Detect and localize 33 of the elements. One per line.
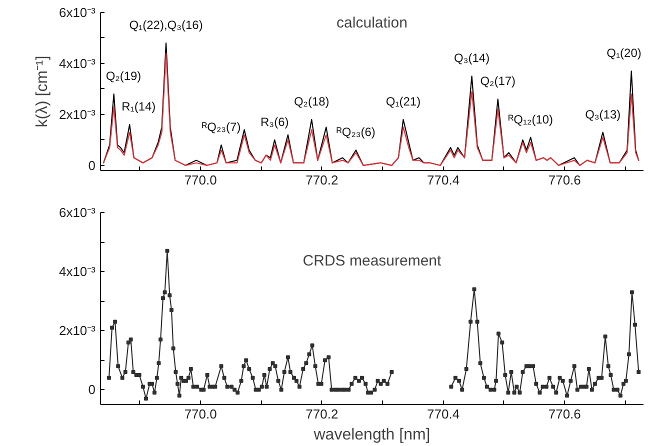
- annotation: Q₁(20): [606, 46, 642, 60]
- chart-title: calculation: [336, 14, 408, 32]
- annotation: Q₂(18): [294, 94, 330, 109]
- y-tick-label: 0: [88, 382, 96, 398]
- annotation: Q₂(19): [106, 69, 142, 84]
- x-tick-label: 770.0: [184, 406, 217, 422]
- annotation: Q₃(14): [454, 51, 490, 66]
- x-tick-label: 770.4: [427, 406, 460, 422]
- y-tick-label: 6x10⁻³: [58, 5, 96, 20]
- y-tick-label: 2x10⁻³: [58, 323, 96, 338]
- y-tick-label: 4x10⁻³: [58, 264, 96, 280]
- annotation: Q₁(22),Q₃(16): [129, 18, 203, 32]
- annotation: ᴿQ₂₃(6): [336, 125, 376, 140]
- x-tick-label: 770.2: [306, 406, 338, 422]
- x-tick-label: 770.0: [184, 172, 217, 188]
- annotation: Q₁(21): [386, 94, 421, 109]
- annotation: R₃(6): [260, 114, 289, 129]
- y-tick-label: 2x10⁻³: [58, 106, 96, 122]
- x-tick-label: 770.6: [548, 406, 581, 422]
- y-axis-title: k(λ) [cm⁻¹]: [34, 56, 51, 128]
- annotation: ᴿQ₂₃(7): [202, 120, 241, 134]
- annotation: Q₂(17): [480, 74, 516, 88]
- x-axis-title: wavelength [nm]: [312, 426, 430, 444]
- annotation: R₁(14): [122, 100, 156, 114]
- text: CRDS measurement: [302, 252, 442, 270]
- y-tick-label: 4x10⁻³: [58, 56, 96, 71]
- y-tick-label: 6x10⁻³: [58, 205, 96, 220]
- annotation: Q₃(13): [585, 107, 621, 122]
- x-tick-label: 770.6: [548, 172, 581, 188]
- annotation: ᴿQ₁₂(10): [508, 112, 554, 126]
- y-tick-label: 0: [88, 158, 96, 173]
- x-tick-label: 770.4: [427, 172, 460, 188]
- x-tick-label: 770.2: [306, 172, 338, 188]
